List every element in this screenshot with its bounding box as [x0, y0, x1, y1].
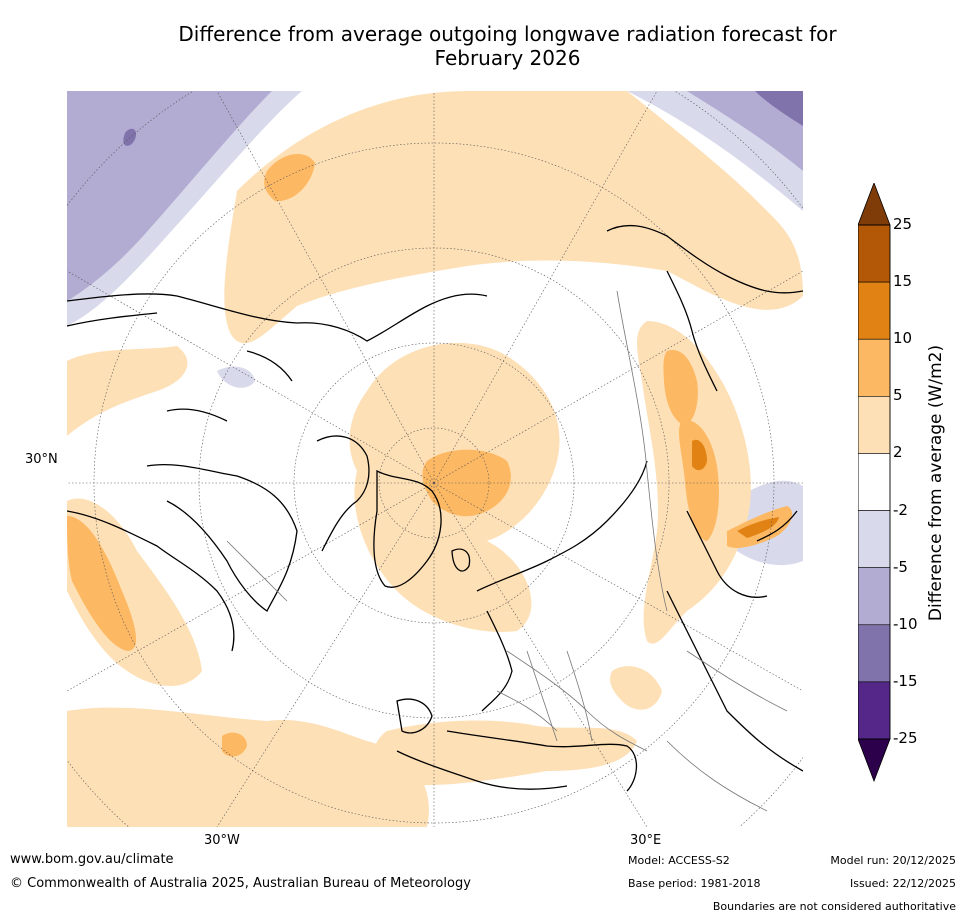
anomaly-5-to-10-east-asia [678, 420, 719, 541]
anomaly-minus15-to-minus10-dot [123, 128, 137, 146]
anomaly-minus15-to-minus10-northeast [755, 91, 803, 126]
anomaly-2-to-5-tropical-pacific [67, 707, 429, 827]
anomaly-2-to-5-pacific-arc [224, 91, 803, 344]
coastlines [67, 224, 803, 792]
colorbar-title: Difference from average (W/m2) [926, 344, 946, 622]
anomaly-5-to-10-east-pacific [67, 516, 137, 651]
colorbar [858, 183, 891, 783]
political-boundaries [226, 290, 788, 812]
colorbar-tick-label: -2 [893, 500, 908, 519]
anomaly-5-to-10-north-pacific [264, 153, 315, 202]
anomaly-5-to-10-siberia [663, 350, 698, 426]
label-lon-30e: 30°E [630, 833, 662, 848]
chart-title: Difference from average outgoing longwav… [0, 22, 965, 70]
colorbar-band [858, 681, 891, 740]
colorbar-band [858, 396, 891, 454]
footer-issued: Issued: 22/12/2025 [849, 877, 956, 890]
colorbar-arrow-bottom [858, 738, 891, 783]
colorbar-band [858, 338, 891, 397]
colorbar-tick-label: -5 [893, 557, 908, 576]
footer-model: Model: ACCESS-S2 [628, 854, 730, 867]
colorbar-tick-label: 25 [893, 215, 913, 233]
label-lat-30n: 30°N [25, 452, 58, 467]
title-line-1: Difference from average outgoing longwav… [178, 22, 837, 46]
anomaly-5-to-10-tropical-spot [222, 732, 247, 757]
label-lon-30w: 30°W [204, 833, 240, 848]
colorbar-tick-label: -15 [893, 671, 918, 690]
colorbar-band [858, 510, 891, 568]
colorbar-tick-label: 10 [893, 329, 913, 348]
anomaly-10-to-15-east-asia [692, 439, 707, 471]
colorbar-band [858, 624, 891, 683]
footer-copyright: © Commonwealth of Australia 2025, Austra… [10, 876, 471, 891]
colorbar-band [858, 224, 891, 283]
colorbar-tick-label: -25 [893, 729, 918, 747]
footer-base-period: Base period: 1981-2018 [628, 877, 761, 890]
colorbar-band [858, 453, 891, 511]
colorbar-tick-label: 15 [893, 272, 913, 291]
colorbar-frame [858, 224, 891, 740]
map-panel [67, 91, 803, 827]
footer-disclaimer: Boundaries are not considered authoritat… [712, 900, 956, 913]
colorbar-arrow-top [858, 183, 891, 226]
colorbar-band [858, 567, 891, 626]
anomaly-minus5-to-minus2-pacific [217, 366, 255, 388]
footer-url: www.bom.gov.au/climate [10, 852, 174, 867]
anomaly-2-to-5-mediterranean [373, 720, 637, 786]
graticule [67, 91, 803, 827]
colorbar-tick-label: 5 [893, 386, 903, 405]
anomaly-10-to-15-japan [737, 517, 779, 538]
colorbar-tick-label: -10 [893, 614, 918, 633]
footer-model-run: Model run: 20/12/2025 [830, 854, 956, 867]
anomaly-2-to-5-western-atlantic [67, 346, 188, 436]
anomaly-2-to-5-west-pacific [67, 498, 202, 686]
colorbar-band [858, 281, 891, 340]
anomaly-2-to-5-india-west [610, 666, 662, 710]
colorbar-tick-label: 2 [893, 443, 903, 462]
anomaly-minus10-to-minus5-northwest [67, 91, 272, 301]
anomaly-minus10-to-minus5-northeast [687, 91, 803, 171]
title-line-2: February 2026 [434, 46, 581, 70]
